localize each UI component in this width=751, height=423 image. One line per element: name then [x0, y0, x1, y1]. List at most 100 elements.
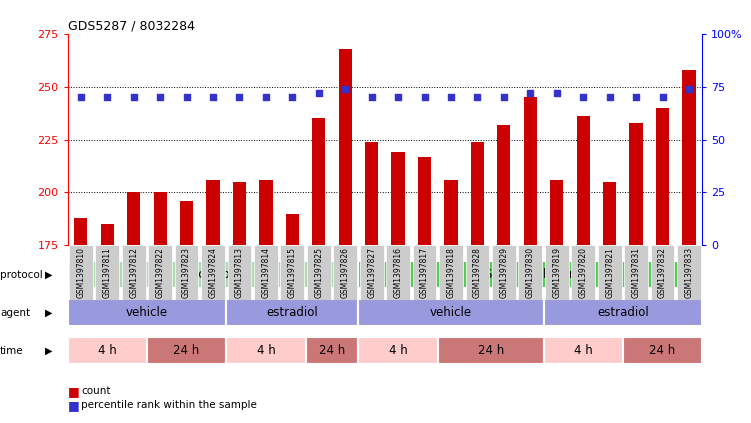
FancyBboxPatch shape	[360, 245, 384, 300]
Text: ■: ■	[68, 385, 80, 398]
FancyBboxPatch shape	[306, 337, 358, 364]
Text: vehicle: vehicle	[430, 306, 472, 319]
FancyBboxPatch shape	[545, 245, 569, 300]
Text: GSM1397812: GSM1397812	[129, 247, 138, 298]
FancyBboxPatch shape	[650, 245, 674, 300]
Bar	[365, 142, 379, 245]
Text: GSM1397819: GSM1397819	[552, 247, 561, 298]
Bar	[259, 180, 273, 245]
Text: GSM1397814: GSM1397814	[261, 247, 270, 298]
Text: GSM1397818: GSM1397818	[447, 247, 456, 298]
Text: 4 h: 4 h	[98, 344, 116, 357]
Text: 4 h: 4 h	[257, 344, 276, 357]
Text: GSM1397813: GSM1397813	[235, 247, 244, 298]
Point	[656, 94, 668, 101]
FancyBboxPatch shape	[518, 245, 542, 300]
FancyBboxPatch shape	[95, 245, 119, 300]
Text: GSM1397828: GSM1397828	[473, 247, 482, 298]
Point	[207, 94, 219, 101]
FancyBboxPatch shape	[226, 299, 358, 326]
FancyBboxPatch shape	[438, 337, 544, 364]
Bar	[683, 70, 695, 245]
Point	[154, 94, 166, 101]
Text: GSM1397832: GSM1397832	[658, 247, 667, 298]
FancyBboxPatch shape	[412, 245, 436, 300]
Bar	[418, 157, 431, 245]
Bar	[153, 192, 167, 245]
Text: 4 h: 4 h	[574, 344, 593, 357]
Bar	[577, 116, 590, 245]
FancyBboxPatch shape	[439, 245, 463, 300]
FancyBboxPatch shape	[68, 261, 358, 288]
FancyBboxPatch shape	[148, 245, 172, 300]
FancyBboxPatch shape	[677, 245, 701, 300]
FancyBboxPatch shape	[358, 261, 702, 288]
Text: SMRT depletion: SMRT depletion	[484, 268, 576, 281]
FancyBboxPatch shape	[386, 245, 410, 300]
Bar	[471, 142, 484, 245]
Text: GSM1397810: GSM1397810	[77, 247, 86, 298]
Bar	[74, 218, 87, 245]
Point	[418, 94, 430, 101]
Point	[128, 94, 140, 101]
Text: GSM1397833: GSM1397833	[684, 247, 693, 298]
FancyBboxPatch shape	[544, 299, 702, 326]
Point	[312, 90, 324, 96]
Point	[498, 94, 510, 101]
Bar	[523, 97, 537, 245]
Text: GSM1397829: GSM1397829	[499, 247, 508, 298]
Bar	[391, 152, 405, 245]
Bar	[127, 192, 140, 245]
Text: ■: ■	[68, 399, 80, 412]
Text: agent: agent	[0, 308, 30, 318]
Text: ▶: ▶	[45, 346, 53, 356]
Bar	[603, 182, 617, 245]
Text: control: control	[192, 268, 234, 281]
Text: GSM1397811: GSM1397811	[103, 247, 112, 298]
Bar	[207, 180, 219, 245]
FancyBboxPatch shape	[254, 245, 278, 300]
Text: GSM1397823: GSM1397823	[182, 247, 191, 298]
Bar	[101, 224, 114, 245]
Point	[578, 94, 590, 101]
Text: GSM1397816: GSM1397816	[394, 247, 403, 298]
Point	[683, 85, 695, 92]
Text: count: count	[81, 386, 110, 396]
Text: time: time	[0, 346, 23, 356]
Text: 24 h: 24 h	[319, 344, 345, 357]
Text: 24 h: 24 h	[173, 344, 200, 357]
FancyBboxPatch shape	[226, 337, 306, 364]
Text: vehicle: vehicle	[126, 306, 168, 319]
Point	[524, 90, 536, 96]
Text: GSM1397827: GSM1397827	[367, 247, 376, 298]
Text: protocol: protocol	[0, 269, 43, 280]
Text: GSM1397826: GSM1397826	[341, 247, 350, 298]
Point	[392, 94, 404, 101]
FancyBboxPatch shape	[358, 299, 544, 326]
Text: GSM1397821: GSM1397821	[605, 247, 614, 298]
Text: GSM1397815: GSM1397815	[288, 247, 297, 298]
FancyBboxPatch shape	[307, 245, 330, 300]
FancyBboxPatch shape	[466, 245, 490, 300]
Bar	[233, 182, 246, 245]
Text: GSM1397820: GSM1397820	[579, 247, 588, 298]
FancyBboxPatch shape	[201, 245, 225, 300]
Text: estradiol: estradiol	[267, 306, 318, 319]
Point	[286, 94, 298, 101]
FancyBboxPatch shape	[492, 245, 516, 300]
Bar	[629, 123, 643, 245]
Bar	[312, 118, 325, 245]
FancyBboxPatch shape	[623, 337, 702, 364]
FancyBboxPatch shape	[68, 337, 147, 364]
FancyBboxPatch shape	[228, 245, 252, 300]
Bar	[445, 180, 457, 245]
Bar	[550, 180, 563, 245]
Point	[472, 94, 484, 101]
Text: percentile rank within the sample: percentile rank within the sample	[81, 400, 257, 410]
Point	[234, 94, 246, 101]
Text: ▶: ▶	[45, 269, 53, 280]
Text: GSM1397824: GSM1397824	[209, 247, 218, 298]
Text: GSM1397822: GSM1397822	[155, 247, 164, 298]
Text: GSM1397831: GSM1397831	[632, 247, 641, 298]
Text: estradiol: estradiol	[597, 306, 649, 319]
